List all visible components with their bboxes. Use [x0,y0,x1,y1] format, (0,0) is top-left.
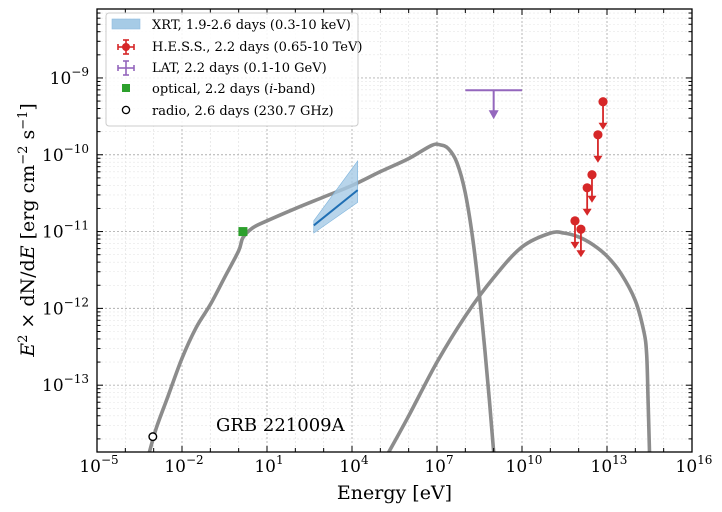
x-tick-labels: 10−5 10−2 101 104 107 1010 1013 1016 [79,453,712,477]
hess-point [598,97,608,107]
legend-swatch-radio [121,105,131,115]
y-axis-label: E2 × dN/dE [erg cm−2 s−1] [16,103,39,358]
legend-label-xrt: XRT, 1.9-2.6 days (0.3-10 keV) [152,18,351,33]
hess-upper-limit [582,183,592,216]
y-tick-label: 10−13 [42,372,89,396]
radio-point [148,432,158,442]
legend: XRT, 1.9-2.6 days (0.3-10 keV) H.E.S.S.,… [105,12,362,127]
x-tick-label: 1013 [591,453,628,477]
ssc-model-curve [387,230,652,452]
x-tick-label: 101 [254,453,283,477]
synchrotron-model-curve [147,142,496,452]
xrt-powerlaw-line [313,189,359,227]
y-tick-label: 10−11 [42,219,89,243]
optical-point [238,227,248,237]
x-tick-label: 104 [339,453,369,477]
xrt-band [313,159,358,234]
legend-swatch-hess [117,39,135,55]
y-tick-label: 10−9 [50,65,89,89]
hess-point [576,224,586,234]
hess-point [593,130,603,140]
legend-label-optical: optical, 2.2 days (i-band) [152,82,316,97]
hess-arrow-head [593,155,603,163]
x-axis-label: Energy [eV] [337,482,452,504]
legend-label-hess: H.E.S.S., 2.2 days (0.65-10 TeV) [152,40,362,55]
plot-frame [96,8,693,453]
hess-upper-limit [593,130,603,163]
x-tick-label: 107 [424,453,453,477]
hess-upper-limit [570,216,580,249]
plot-marks [147,89,652,452]
grb-annotation: GRB 221009A [216,415,346,436]
hess-upper-limit [576,224,586,258]
y-tick-label: 10−12 [42,295,89,319]
x-tick-label: 10−5 [79,453,118,477]
legend-swatch-xrt [111,18,141,30]
hess-arrow-head [582,208,592,216]
x-tick-label: 10−2 [164,453,203,477]
hess-point [570,216,580,226]
legend-label-radio: radio, 2.6 days (230.7 GHz) [152,104,334,119]
x-tick-label: 1016 [676,453,713,477]
lat-upper-limit [465,89,522,120]
hess-upper-limit [587,170,597,203]
y-tick-label: 10−10 [42,142,89,166]
lat-arrow-head [488,110,499,120]
x-tick-label: 1010 [506,453,543,477]
y-tick-labels: 10−9 10−10 10−11 10−12 10−13 [42,65,89,396]
hess-arrow-head [587,195,597,203]
hess-arrow-head [576,250,586,258]
legend-label-lat: LAT, 2.2 days (0.1-10 GeV) [152,61,327,76]
legend-swatch-lat [117,60,135,76]
hess-upper-limit [598,97,608,130]
hess-point [582,183,592,193]
hess-point [587,170,597,180]
svg-text:E2 × dN/dE [erg cm−2 s−1]: E2 × dN/dE [erg cm−2 s−1] [16,103,39,358]
legend-swatch-optical [122,84,130,92]
hess-arrow-head [598,122,608,130]
legend-box [105,12,359,127]
hess-arrow-head [570,241,580,249]
